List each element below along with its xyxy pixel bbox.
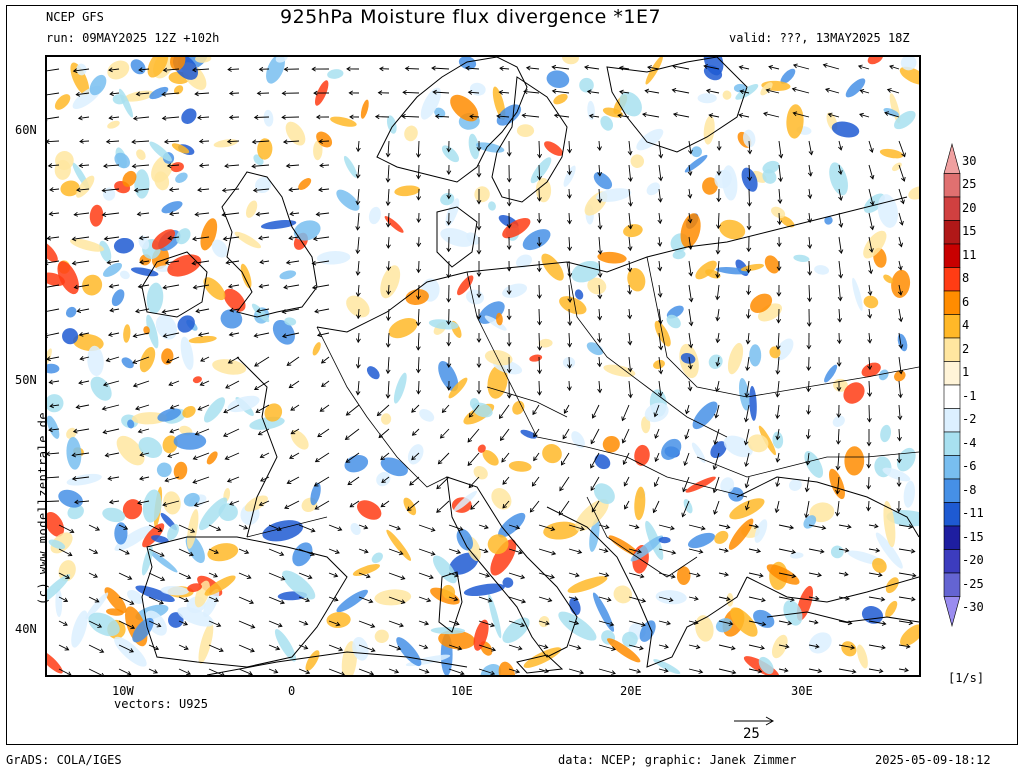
legend-swatch xyxy=(943,408,961,433)
legend-level-label: -1 xyxy=(962,388,977,403)
country-borders xyxy=(246,256,919,578)
lon-label-10w: 10W xyxy=(112,684,134,698)
legend-swatch xyxy=(943,267,961,292)
legend-level-label: 8 xyxy=(962,271,970,286)
model-label: NCEP GFS xyxy=(46,10,104,24)
legend-level-label: 1 xyxy=(962,365,970,380)
lon-label-10e: 10E xyxy=(451,684,473,698)
lon-label-30e: 30E xyxy=(791,684,813,698)
legend-level-label: -30 xyxy=(962,600,984,615)
legend-level-label: -11 xyxy=(962,506,984,521)
moisture-flux-map xyxy=(47,57,919,675)
legend-level-label: -6 xyxy=(962,459,977,474)
lat-label-40n: 40N xyxy=(15,622,37,636)
legend-level-label: 2 xyxy=(962,341,970,356)
legend-level-label: -2 xyxy=(962,412,977,427)
legend-swatch xyxy=(943,502,961,527)
legend-swatch xyxy=(943,525,961,550)
legend-level-label: 11 xyxy=(962,247,977,262)
legend-swatch xyxy=(943,173,961,198)
footer-grads: GrADS: COLA/IGES xyxy=(6,753,122,767)
legend-swatch xyxy=(943,596,961,628)
legend-swatch xyxy=(943,361,961,386)
legend-swatch xyxy=(943,455,961,480)
legend-level-label: 4 xyxy=(962,318,970,333)
lat-label-50n: 50N xyxy=(15,373,37,387)
legend-level-label: 15 xyxy=(962,224,977,239)
legend-swatch xyxy=(943,431,961,456)
flux-field xyxy=(47,57,919,675)
vectors-label: vectors: U925 xyxy=(114,697,208,711)
legend-swatch xyxy=(943,337,961,362)
legend-level-label: -8 xyxy=(962,482,977,497)
color-legend xyxy=(943,142,961,628)
footer-timestamp: 2025-05-09-18:12 xyxy=(875,753,991,767)
legend-swatch xyxy=(943,290,961,315)
legend-level-label: -20 xyxy=(962,553,984,568)
legend-level-label: -15 xyxy=(962,529,984,544)
legend-level-label: 20 xyxy=(962,200,977,215)
legend-level-label: 30 xyxy=(962,153,977,168)
watermark-text: (c) www.modellzentrale.de xyxy=(36,411,50,605)
legend-swatch xyxy=(943,549,961,574)
valid-label: valid: ???, 13MAY2025 18Z xyxy=(729,31,910,45)
lat-label-60n: 60N xyxy=(15,123,37,137)
page-title: 925hPa Moisture flux divergence *1E7 xyxy=(280,6,662,28)
coastlines xyxy=(141,57,919,675)
plot-frame xyxy=(6,5,1018,745)
reference-vector-value: 25 xyxy=(743,726,760,742)
legend-swatch xyxy=(943,314,961,339)
legend-swatch xyxy=(943,243,961,268)
legend-swatch xyxy=(943,572,961,597)
lon-label-20e: 20E xyxy=(620,684,642,698)
legend-unit: [1/s] xyxy=(948,671,985,685)
footer-credits: data: NCEP; graphic: Janek Zimmer xyxy=(558,753,797,767)
legend-swatch xyxy=(943,384,961,409)
legend-level-label: -25 xyxy=(962,576,984,591)
reference-vector xyxy=(734,716,775,726)
legend-swatch xyxy=(943,220,961,245)
legend-swatch xyxy=(943,196,961,221)
legend-level-label: 6 xyxy=(962,294,970,309)
legend-level-label: -4 xyxy=(962,435,977,450)
legend-swatch xyxy=(943,478,961,503)
legend-level-label: 25 xyxy=(962,177,977,192)
legend-swatch xyxy=(943,142,961,174)
run-label: run: 09MAY2025 12Z +102h xyxy=(46,31,220,45)
lon-label-0: 0 xyxy=(288,684,296,698)
map-panel xyxy=(45,55,921,677)
wind-vectors xyxy=(47,63,917,675)
